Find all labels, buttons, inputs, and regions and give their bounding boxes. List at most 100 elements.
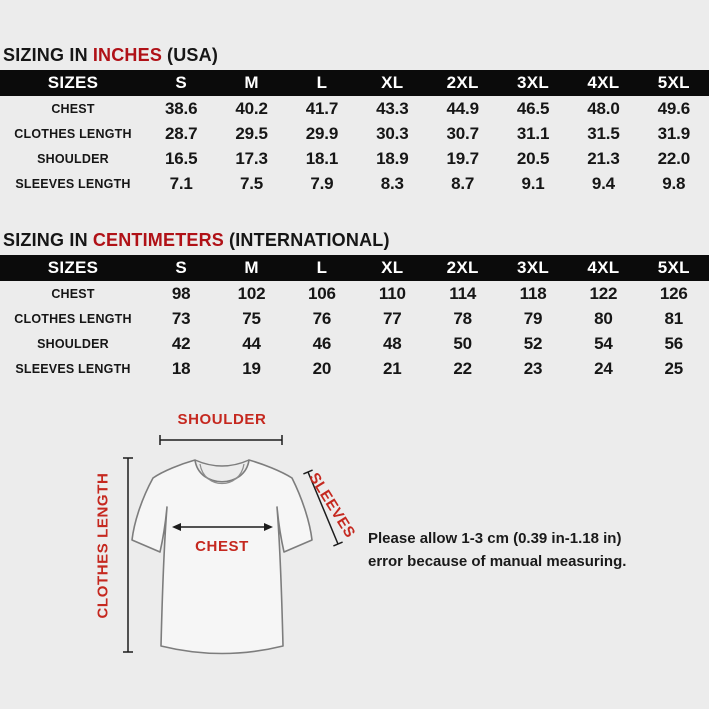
measurement-row: CHEST 38.6 40.2 41.7 43.3 44.9 46.5 48.0 49.6 (0, 96, 709, 121)
measurement-value-cell: 17.3 (235, 148, 268, 168)
measurement-value-cell: 79 (523, 308, 543, 328)
measurement-value-cell: 22.0 (657, 148, 690, 168)
measurement-value-cell: 25 (664, 358, 684, 378)
measurement-row: SLEEVES LENGTH 7.1 7.5 7.9 8.3 8.7 9.1 9.4 9.8 (0, 171, 709, 196)
measurement-value-cell: 44.9 (446, 98, 479, 118)
chest-diagram-label: CHEST (195, 538, 249, 555)
size-column-header: XL (357, 70, 428, 96)
size-column-header: L (286, 70, 358, 96)
measurement-value-cell: 46 (312, 333, 332, 353)
measurement-value-cell: 41.7 (305, 98, 339, 118)
measurement-value-cell: 31.1 (516, 123, 550, 143)
chest-measure-arrow (172, 523, 273, 531)
measurement-row-label: SHOULDER (37, 336, 109, 351)
measurement-value-cell: 19.7 (446, 148, 479, 168)
measurement-value-cell: 49.6 (657, 98, 690, 118)
measurement-value-cell: 18.1 (305, 148, 339, 168)
measurement-value-cell: 7.9 (310, 173, 334, 193)
measurement-value-cell: 126 (659, 283, 688, 303)
title-unit-highlight: INCHES (92, 45, 163, 65)
size-column-header: 3XL (497, 255, 569, 281)
title-prefix: SIZING IN (3, 230, 88, 250)
measurement-value-cell: 8.7 (451, 173, 475, 193)
measurement-value-cell: 48 (383, 333, 402, 353)
note-line-1: Please allow 1-3 cm (0.39 in-1.18 in) (368, 530, 622, 547)
measurement-value-cell: 7.1 (169, 173, 193, 193)
inches-size-table: SIZES S M L XL 2XL 3XL 4XL 5XL CHEST 38.6 40.2 41.7… (0, 70, 709, 196)
measurement-value-cell: 80 (594, 308, 613, 328)
measurement-value-cell: 56 (664, 333, 684, 353)
measurement-value-cell: 106 (308, 283, 336, 303)
measurement-value-cell: 110 (378, 283, 406, 303)
measurement-value-cell: 40.2 (235, 98, 268, 118)
size-column-header: 4XL (568, 70, 639, 96)
title-suffix: (INTERNATIONAL) (229, 230, 390, 250)
measurement-row: CLOTHES LENGTH 73 75 76 77 78 79 80 81 (0, 306, 709, 331)
measurement-row: SLEEVES LENGTH 18 19 20 21 22 23 24 25 (0, 356, 709, 381)
measurement-value-cell: 44 (242, 333, 261, 353)
measurement-row-label: CLOTHES LENGTH (14, 311, 132, 326)
size-column-header: 5XL (638, 255, 709, 281)
measurement-value-cell: 50 (453, 333, 472, 353)
measurement-value-cell: 24 (594, 358, 613, 378)
note-line-2: error because of manual measuring. (368, 553, 627, 570)
size-column-header: XL (357, 255, 428, 281)
size-column-header: 5XL (638, 70, 709, 96)
measurement-value-cell: 21.3 (587, 148, 620, 168)
measurement-row: SHOULDER 42 44 46 48 50 52 54 56 (0, 331, 709, 356)
sizes-column-header: SIZES (0, 255, 146, 281)
title-suffix: (USA) (167, 45, 219, 65)
measurement-value-cell: 18.9 (376, 148, 409, 168)
tshirt-collar-band-line (199, 463, 245, 485)
size-column-header: M (216, 255, 287, 281)
size-column-header: L (286, 255, 358, 281)
sizes-column-header: SIZES (0, 70, 146, 96)
measurement-value-cell: 81 (664, 308, 684, 328)
title-unit-highlight: CENTIMETERS (92, 230, 225, 250)
measurement-value-cell: 52 (523, 333, 543, 353)
measurement-value-cell: 20 (312, 358, 332, 378)
measurement-value-cell: 31.9 (657, 123, 690, 143)
measurement-value-cell: 114 (449, 283, 477, 303)
size-column-header: M (216, 70, 287, 96)
measurement-row-label: CHEST (51, 101, 95, 116)
shoulder-measure-line (159, 435, 283, 445)
measurement-value-cell: 43.3 (376, 98, 409, 118)
measurement-value-cell: 20.5 (516, 148, 550, 168)
measurement-value-cell: 16.5 (165, 148, 198, 168)
measurement-value-cell: 29.9 (305, 123, 339, 143)
measurement-value-cell: 9.1 (521, 173, 545, 193)
size-column-header: 2XL (427, 255, 498, 281)
measuring-error-note: Please allow 1-3 cm (0.39 in-1.18 in) er… (368, 527, 626, 573)
measurement-value-cell: 29.5 (235, 123, 268, 143)
size-table-header-row: SIZES S M L XL 2XL 3XL 4XL 5XL (0, 255, 709, 281)
measurement-value-cell: 30.7 (446, 123, 479, 143)
measurement-value-cell: 9.4 (591, 173, 615, 193)
shoulder-diagram-label: SHOULDER (177, 411, 267, 428)
measurement-value-cell: 9.8 (662, 173, 686, 193)
centimeters-size-table: SIZES S M L XL 2XL 3XL 4XL 5XL CHEST 98 102 106 110 1… (0, 255, 709, 381)
measurement-value-cell: 23 (523, 358, 543, 378)
tshirt-back-collar-line (194, 459, 250, 467)
measurement-row-label: CLOTHES LENGTH (14, 126, 132, 141)
size-column-header: 4XL (568, 255, 639, 281)
measurement-value-cell: 38.6 (165, 98, 198, 118)
tshirt-measurement-diagram: SHOULDER CLOTHES LENGTH SLEEVES CHEST (85, 405, 385, 705)
size-column-header: S (146, 255, 217, 281)
measurement-row: CLOTHES LENGTH 28.7 29.5 29.9 30.3 30.7 31.1 31… (0, 121, 709, 146)
measurement-value-cell: 8.3 (380, 173, 404, 193)
size-column-header: 3XL (497, 70, 569, 96)
measurement-value-cell: 98 (171, 283, 191, 303)
measurement-value-cell: 31.5 (587, 123, 620, 143)
measurement-row: CHEST 98 102 106 110 114 118 122 126 (0, 281, 709, 306)
clothes-length-measure-line (123, 457, 133, 653)
measurement-value-cell: 76 (312, 308, 332, 328)
measurement-value-cell: 77 (383, 308, 402, 328)
measurement-value-cell: 78 (453, 308, 472, 328)
measurement-value-cell: 28.7 (165, 123, 198, 143)
measurement-value-cell: 54 (594, 333, 613, 353)
measurement-row-label: CHEST (51, 286, 95, 301)
measurement-value-cell: 42 (171, 333, 191, 353)
measurement-value-cell: 19 (242, 358, 261, 378)
